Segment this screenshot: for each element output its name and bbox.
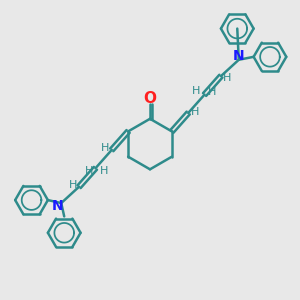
Text: N: N xyxy=(233,49,244,63)
Text: H: H xyxy=(101,143,110,153)
Text: H: H xyxy=(223,73,231,82)
Text: O: O xyxy=(143,91,157,106)
Text: N: N xyxy=(52,199,64,213)
Text: H: H xyxy=(190,106,199,116)
Text: H: H xyxy=(69,180,77,190)
Text: H: H xyxy=(100,166,108,176)
Text: H: H xyxy=(85,166,93,176)
Text: H: H xyxy=(192,86,200,96)
Text: H: H xyxy=(208,87,216,97)
